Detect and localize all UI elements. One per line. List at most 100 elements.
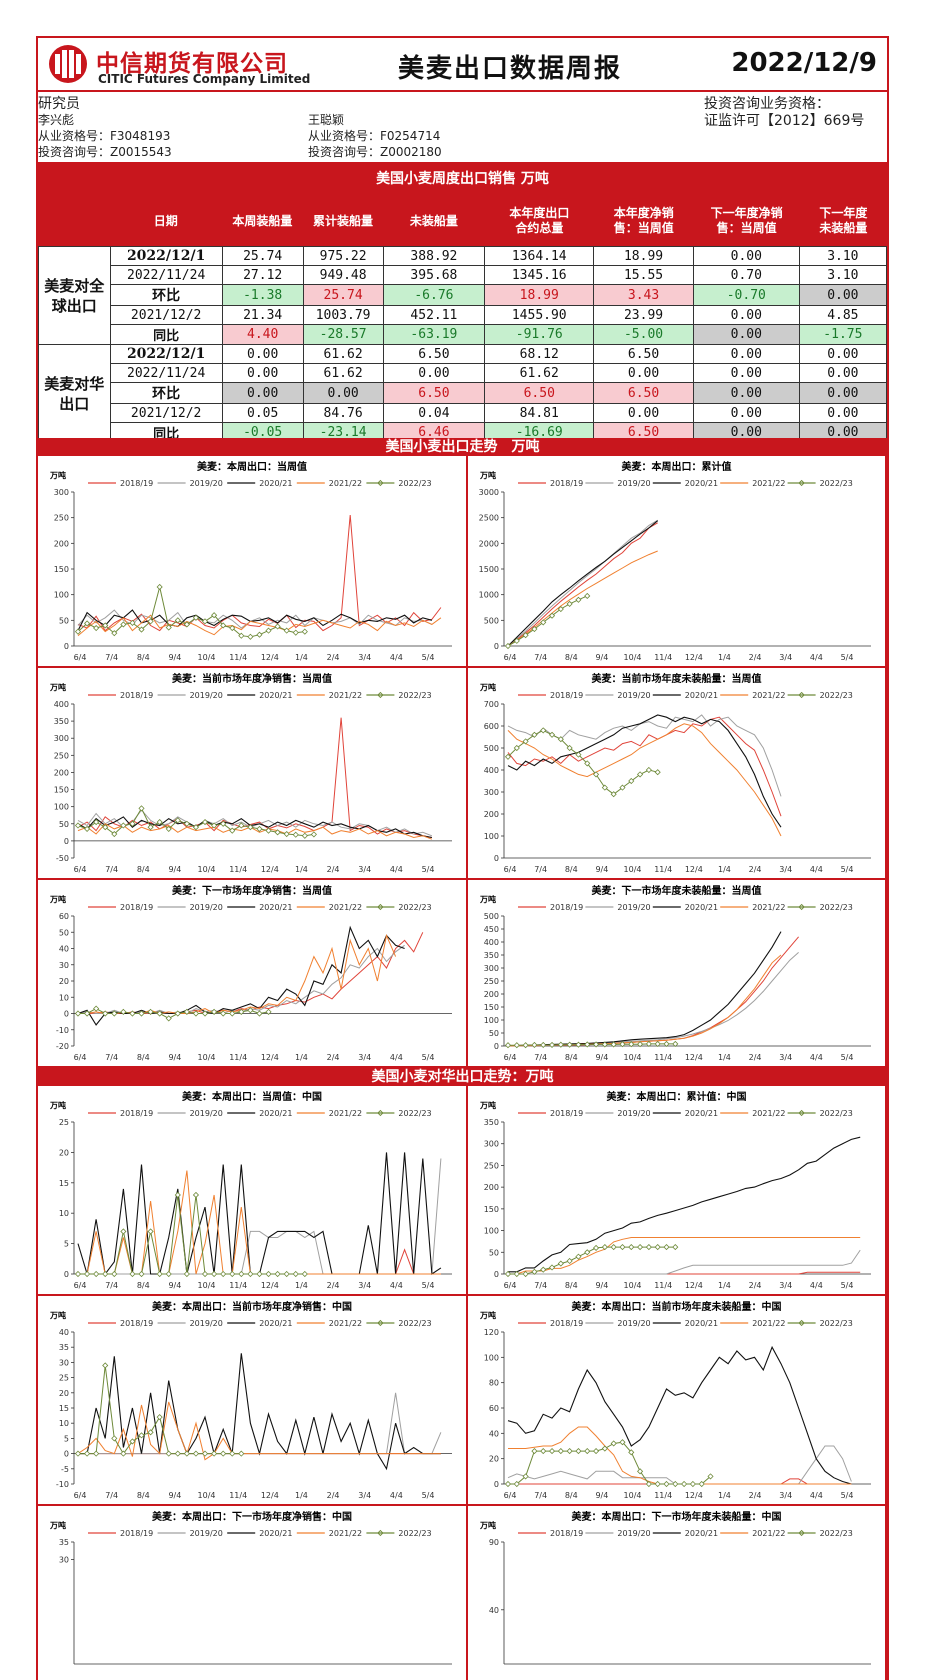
data-point bbox=[238, 1008, 245, 1015]
x-tick-label: 9/4 bbox=[595, 1491, 608, 1500]
series-line bbox=[78, 1170, 441, 1275]
data-point bbox=[522, 738, 529, 745]
legend-label: 2021/22 bbox=[329, 691, 362, 700]
y-tick-label: 100 bbox=[484, 832, 499, 841]
x-tick-label: 5/4 bbox=[841, 1281, 854, 1290]
x-tick-label: 1/4 bbox=[295, 865, 308, 874]
x-tick-label: 1/4 bbox=[295, 1491, 308, 1500]
x-tick-label: 3/4 bbox=[358, 653, 371, 662]
y-axis-unit: 万吨 bbox=[479, 682, 496, 692]
x-tick-label: 2/4 bbox=[749, 1281, 762, 1290]
data-point bbox=[147, 1008, 154, 1015]
y-tick-label: 10 bbox=[59, 1419, 69, 1428]
company-name-cn: 中信期货有限公司 bbox=[96, 50, 288, 77]
y-tick-label: 10 bbox=[59, 993, 69, 1002]
table-cell: 975.22 bbox=[302, 246, 384, 266]
chart-title: 美麦：当前市场年度净销售：当周值 bbox=[172, 672, 332, 685]
x-tick-label: 1/4 bbox=[718, 865, 731, 874]
table-row: 美麦对华出口 2022/12/1 0.00 61.62 6.50 68.12 6.50 0.0… bbox=[38, 344, 887, 443]
table-header: 日期 本周装船量 累计装船量 未装船量 本年度出口 合约总量 本年度净销 售：当周值 下一年… bbox=[38, 196, 887, 246]
legend-label: 2020/21 bbox=[685, 479, 718, 488]
y-tick-label: 300 bbox=[484, 788, 499, 797]
table-cell: 0.00 bbox=[692, 344, 800, 364]
table-cell: 0.00 bbox=[692, 422, 800, 443]
data-point bbox=[102, 1362, 109, 1369]
data-point bbox=[531, 1268, 538, 1275]
data-point bbox=[628, 1041, 635, 1048]
y-tick-label: 0 bbox=[494, 1480, 499, 1489]
x-tick-label: 1/4 bbox=[295, 1053, 308, 1062]
data-point bbox=[201, 1450, 209, 1457]
y-tick-label: -50 bbox=[56, 854, 69, 863]
y-tick-label: 400 bbox=[484, 766, 499, 775]
data-point bbox=[637, 1468, 644, 1475]
legend-marker bbox=[377, 903, 384, 911]
qualification-block: 投资咨询业务资格： 证监许可【2012】669号 bbox=[704, 96, 864, 130]
series-line bbox=[507, 522, 658, 647]
table-cell: 0.00 bbox=[382, 363, 486, 383]
x-tick-label: 5/4 bbox=[841, 1491, 854, 1500]
data-point bbox=[566, 600, 573, 607]
data-point bbox=[74, 1010, 82, 1017]
data-point bbox=[707, 1473, 714, 1480]
x-tick-label: 6/4 bbox=[504, 653, 517, 662]
data-point bbox=[183, 621, 190, 628]
x-tick-label: 5/4 bbox=[841, 653, 854, 662]
data-point bbox=[165, 825, 172, 832]
y-tick-label: 30 bbox=[59, 1358, 69, 1367]
table-cell: 0.00 bbox=[221, 382, 304, 404]
data-point bbox=[310, 831, 317, 838]
data-point bbox=[681, 1480, 688, 1488]
x-tick-label: 4/4 bbox=[390, 1491, 403, 1500]
x-tick-label: 10/4 bbox=[198, 1491, 216, 1500]
y-tick-label: -10 bbox=[56, 1480, 69, 1489]
x-tick-label: 11/4 bbox=[654, 1053, 672, 1062]
section-china-title: 美国小麦对华出口走势：万吨 bbox=[38, 1068, 887, 1086]
series-line bbox=[507, 931, 782, 1047]
table-cell: 0.00 bbox=[221, 363, 304, 383]
chart-title: 美麦：本周出口：下一市场年度未装船量：中国 bbox=[572, 1510, 782, 1523]
data-point bbox=[531, 1041, 538, 1049]
x-tick-label: 9/4 bbox=[595, 1053, 608, 1062]
x-tick-label: 9/4 bbox=[168, 865, 181, 874]
x-tick-label: 8/4 bbox=[137, 1281, 150, 1290]
series-line bbox=[507, 954, 782, 1047]
table-cell: 21.34 bbox=[221, 305, 304, 325]
y-tick-label: 200 bbox=[484, 810, 499, 819]
table-cell: 68.12 bbox=[484, 344, 595, 364]
data-point bbox=[165, 624, 172, 631]
legend-label: 2022/23 bbox=[398, 1109, 431, 1118]
x-tick-label: 11/4 bbox=[229, 653, 247, 662]
table-cell: -6.76 bbox=[382, 284, 486, 306]
legend-label: 2019/20 bbox=[190, 1529, 223, 1538]
y-tick-label: 10 bbox=[59, 1209, 69, 1218]
column-header: 本年度净销 售：当周值 bbox=[593, 196, 694, 246]
analyst-1-name: 李兴彪 bbox=[38, 113, 75, 127]
legend-marker bbox=[377, 1529, 384, 1537]
legend-label: 2022/23 bbox=[398, 1319, 431, 1328]
x-tick-label: 2/4 bbox=[327, 1053, 340, 1062]
data-point bbox=[174, 1450, 181, 1457]
data-point bbox=[265, 1270, 272, 1278]
table-cell: 3.10 bbox=[798, 246, 887, 266]
data-point bbox=[138, 805, 145, 812]
x-tick-label: 3/4 bbox=[779, 865, 792, 874]
table-cell: 4.85 bbox=[798, 305, 887, 325]
y-tick-label: -20 bbox=[56, 1042, 69, 1051]
table-cell: 0.00 bbox=[692, 246, 800, 266]
data-point bbox=[619, 1244, 626, 1251]
y-tick-label: 40 bbox=[489, 1606, 499, 1615]
table-cell: 6.50 bbox=[382, 344, 486, 364]
x-tick-label: 11/4 bbox=[229, 1053, 247, 1062]
row-date: 2022/11/24 bbox=[109, 363, 223, 383]
data-point bbox=[601, 784, 608, 791]
data-point bbox=[156, 819, 163, 826]
x-tick-label: 11/4 bbox=[654, 653, 672, 662]
data-point bbox=[628, 777, 635, 785]
data-point bbox=[283, 830, 290, 838]
